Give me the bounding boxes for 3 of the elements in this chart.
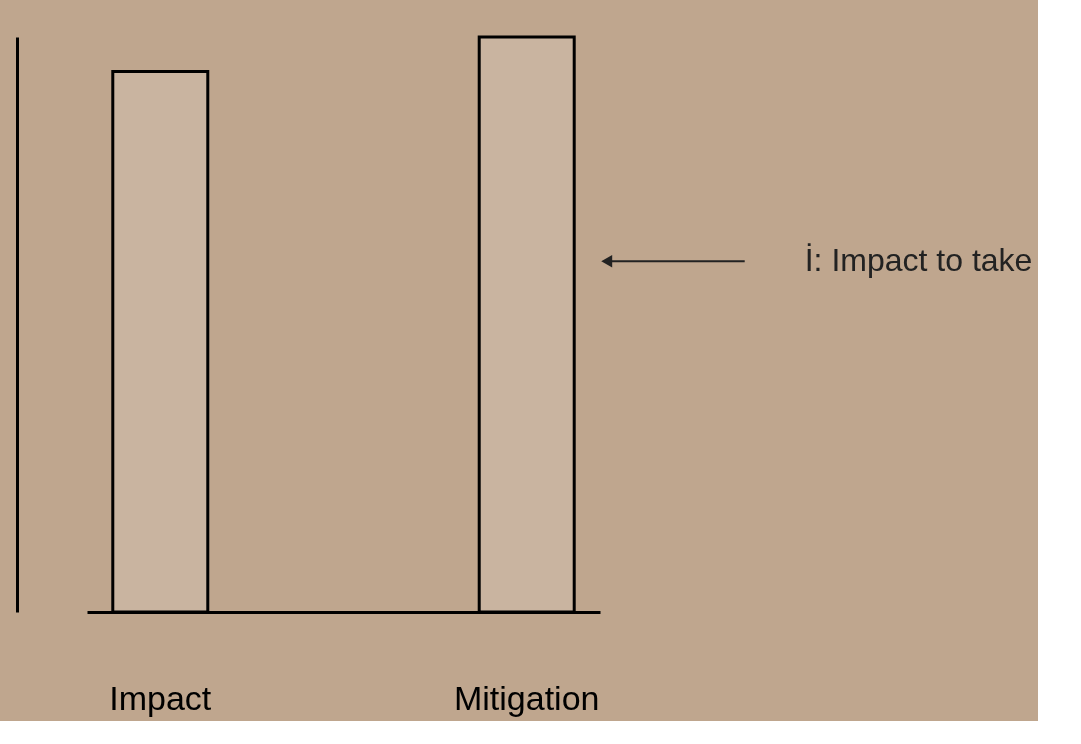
text: İ: Impact to take — [804, 242, 1033, 279]
x-tick-label: Mitigation — [453, 678, 600, 717]
x-tick-label: Impact — [109, 678, 212, 717]
